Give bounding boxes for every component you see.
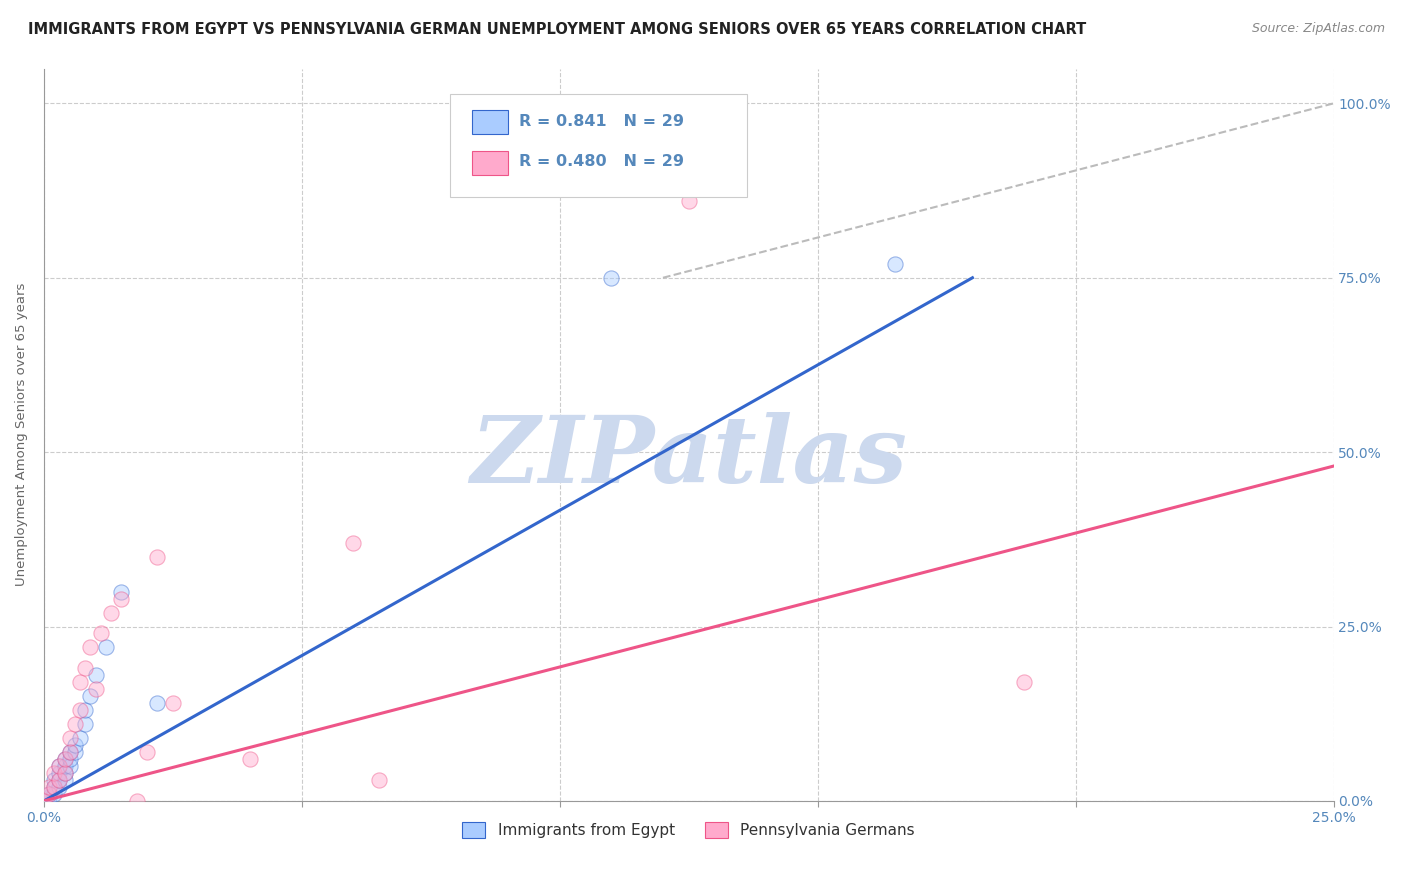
Point [59,731,82,745]
Point [79,640,101,655]
Point [53,752,76,766]
Point [162,696,184,710]
Point [59,745,82,759]
Point [48,759,70,773]
Point [884,257,907,271]
Point [84,682,107,697]
Point [53,752,76,766]
FancyBboxPatch shape [450,95,747,196]
Point [38,790,60,805]
Text: R = 0.480   N = 29: R = 0.480 N = 29 [519,154,683,169]
Point [53,759,76,773]
Point [136,745,159,759]
Point [146,696,169,710]
Point [69,675,91,690]
Point [342,536,364,550]
Point [59,745,82,759]
Point [38,787,60,801]
Point [678,194,700,208]
Point [368,772,391,787]
Point [59,752,82,766]
Point [53,772,76,787]
Point [75,717,97,731]
Point [44,787,66,801]
Point [79,690,101,704]
Point [44,780,66,794]
Point [48,780,70,794]
Point [75,703,97,717]
Point [110,591,132,606]
Text: Source: ZipAtlas.com: Source: ZipAtlas.com [1251,22,1385,36]
Point [44,766,66,780]
Point [125,794,148,808]
Point [38,787,60,801]
Point [94,640,117,655]
Point [48,772,70,787]
Legend: Immigrants from Egypt, Pennsylvania Germans: Immigrants from Egypt, Pennsylvania Germ… [457,816,921,845]
Point [146,549,169,564]
Text: IMMIGRANTS FROM EGYPT VS PENNSYLVANIA GERMAN UNEMPLOYMENT AMONG SENIORS OVER 65 : IMMIGRANTS FROM EGYPT VS PENNSYLVANIA GE… [28,22,1087,37]
FancyBboxPatch shape [472,151,508,175]
Point [63,738,86,752]
Point [63,745,86,759]
Point [44,780,66,794]
Point [32,794,55,808]
Point [75,661,97,675]
Point [59,759,82,773]
Point [53,766,76,780]
Point [110,584,132,599]
Point [600,270,623,285]
Point [239,752,262,766]
Point [48,759,70,773]
Text: R = 0.841   N = 29: R = 0.841 N = 29 [519,114,683,128]
Point [100,606,122,620]
Point [32,794,55,808]
Point [44,772,66,787]
Point [84,668,107,682]
Point [63,717,86,731]
Point [69,731,91,745]
Point [38,780,60,794]
Point [1012,675,1035,690]
Point [69,703,91,717]
FancyBboxPatch shape [472,111,508,135]
Point [90,626,112,640]
Y-axis label: Unemployment Among Seniors over 65 years: Unemployment Among Seniors over 65 years [15,283,28,586]
Point [48,766,70,780]
Point [48,772,70,787]
Point [53,766,76,780]
Text: ZIPatlas: ZIPatlas [470,412,907,501]
